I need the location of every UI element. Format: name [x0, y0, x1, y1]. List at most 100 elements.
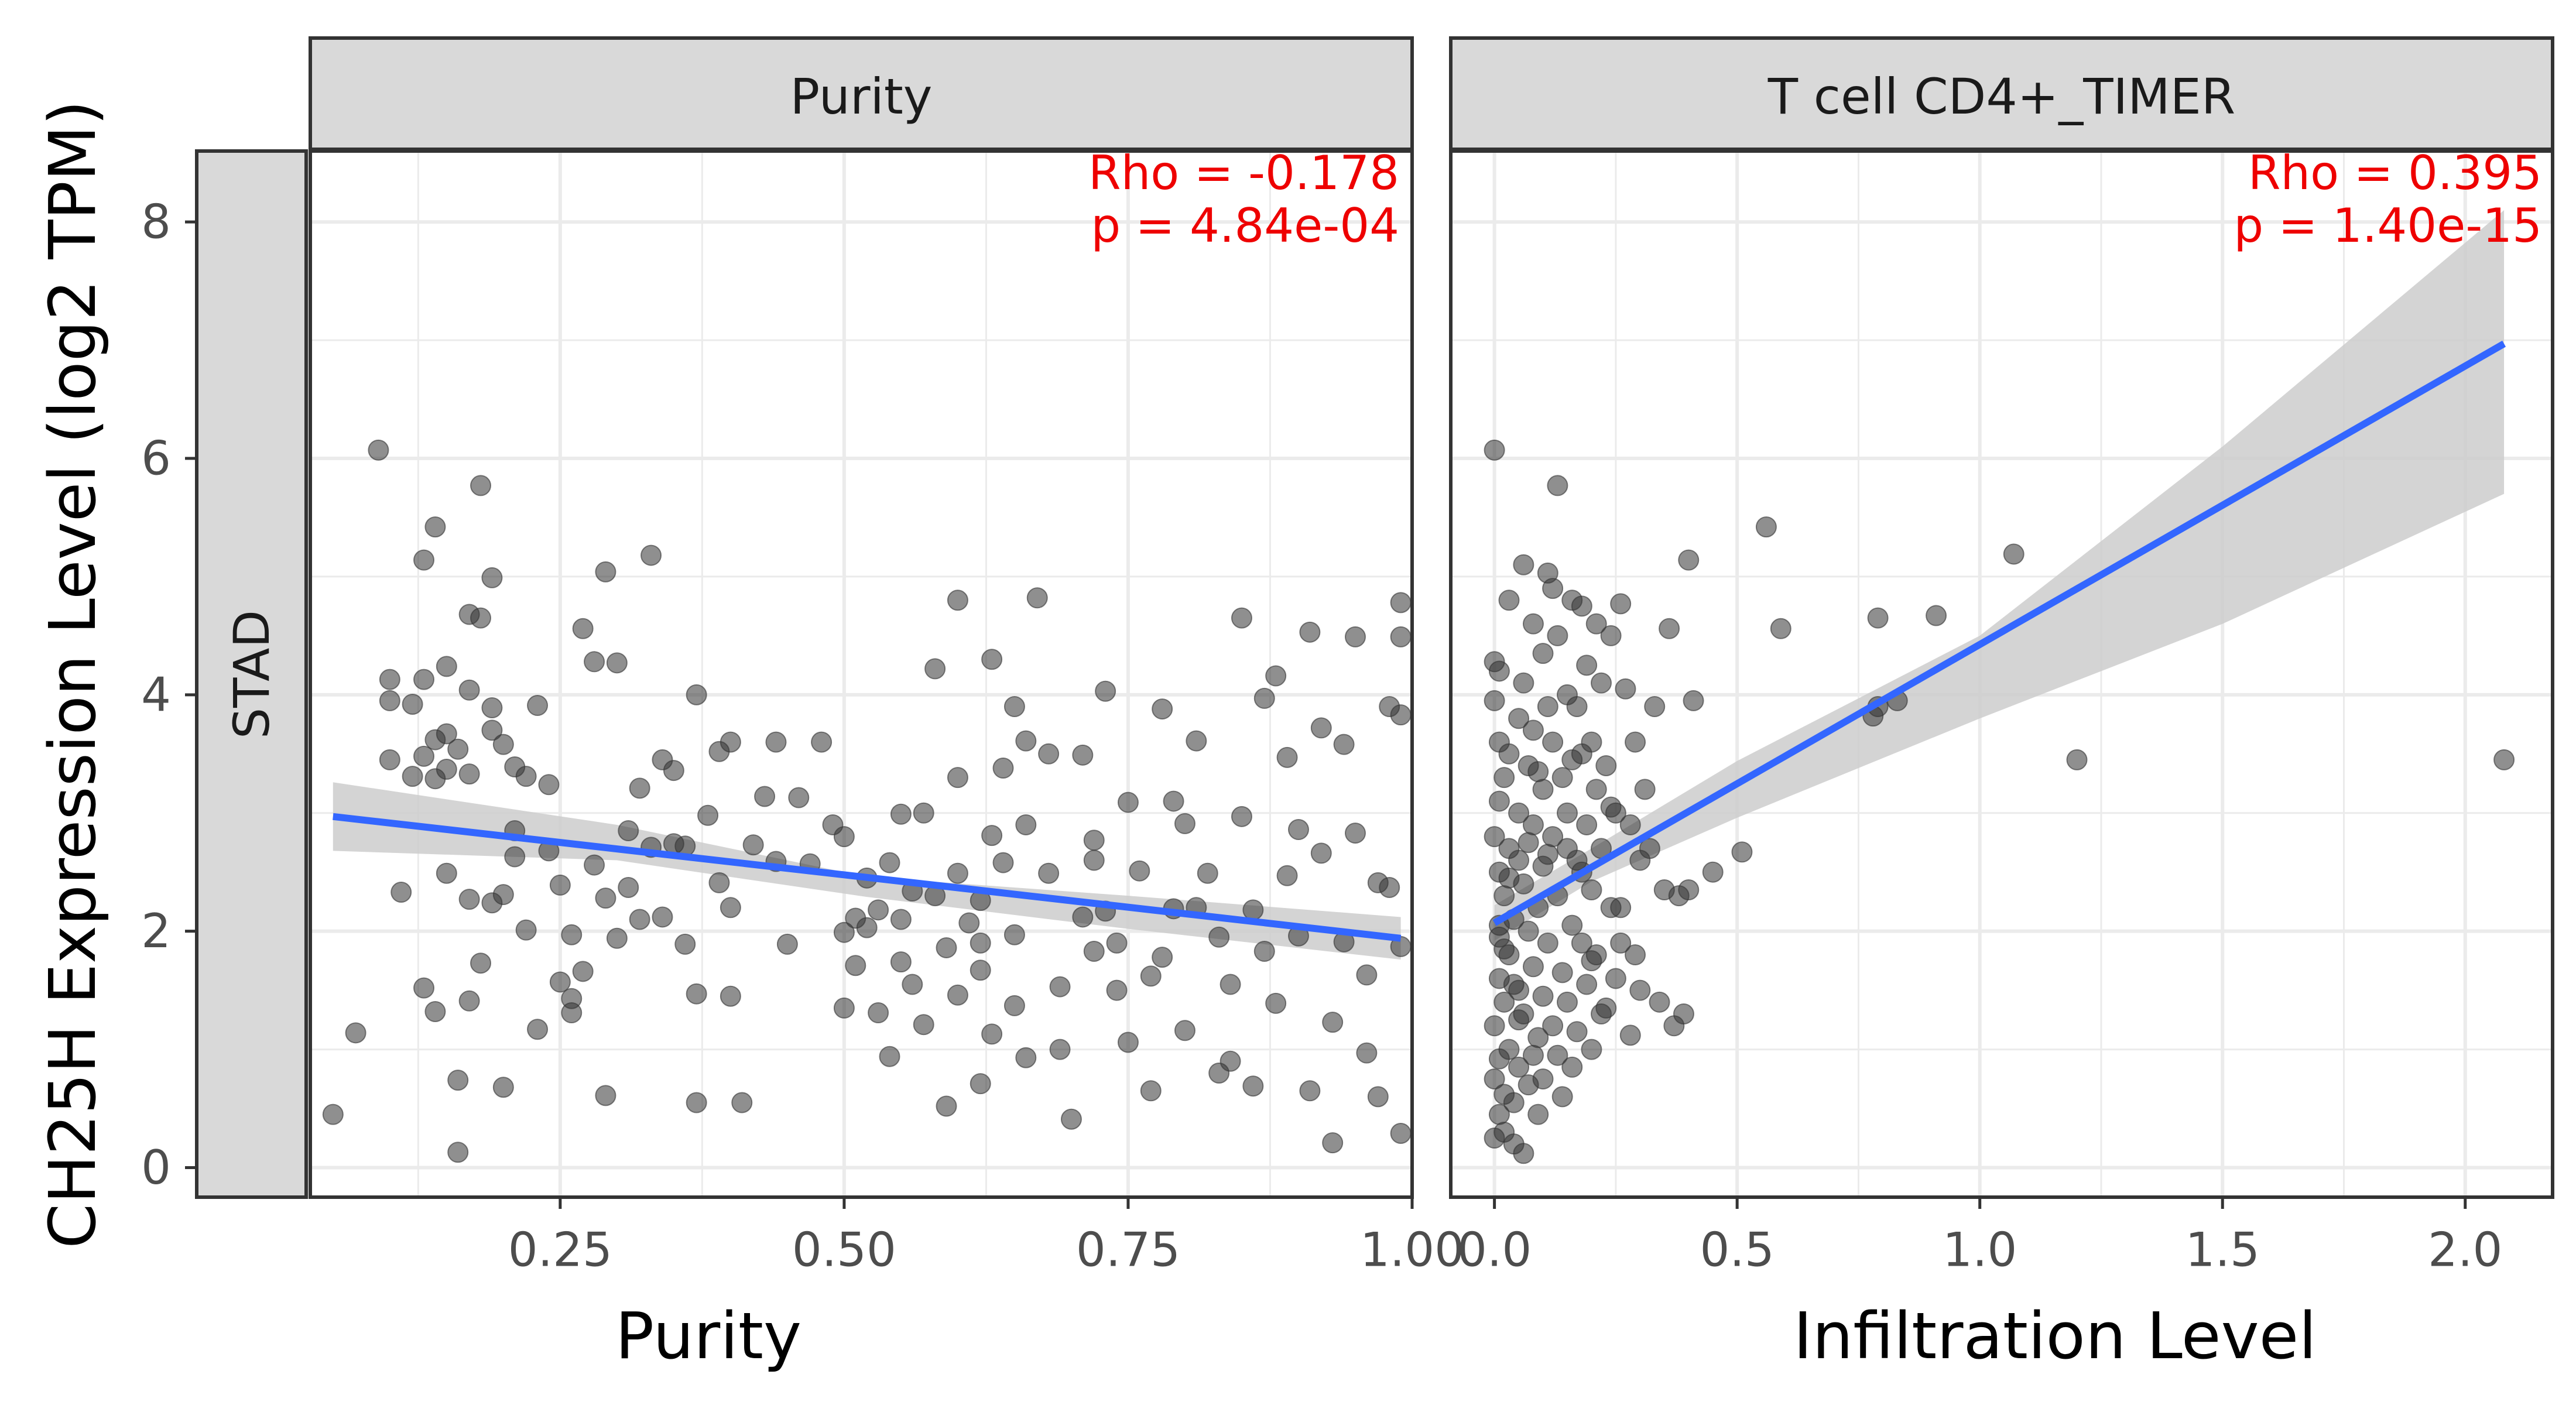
data-point: [413, 977, 435, 999]
data-point: [947, 767, 968, 789]
data-point: [1683, 690, 1704, 711]
data-point: [1576, 974, 1598, 995]
data-point: [868, 1002, 889, 1024]
data-point: [1527, 761, 1549, 783]
data-point: [1537, 844, 1558, 865]
data-point: [776, 933, 798, 955]
data-point: [1581, 950, 1602, 972]
data-point: [833, 997, 855, 1019]
y-tick-label: 8: [141, 195, 171, 249]
data-point: [1174, 813, 1195, 834]
data-point: [1542, 1015, 1564, 1037]
plot-area-cd4-timer: [1449, 149, 2554, 1199]
data-point: [1344, 626, 1366, 647]
panel-border: [1449, 149, 2554, 1199]
data-point: [2066, 749, 2088, 770]
rho-label-purity: Rho = -0.178: [1088, 146, 1399, 200]
data-point: [481, 697, 503, 719]
data-point: [458, 889, 480, 910]
data-point: [890, 803, 912, 825]
data-point: [1503, 974, 1525, 995]
data-point: [1576, 654, 1598, 676]
data-point: [1566, 696, 1588, 718]
data-point: [379, 749, 400, 770]
data-point: [845, 955, 866, 976]
data-point: [788, 787, 810, 808]
data-point: [1619, 814, 1641, 835]
data-point: [720, 985, 741, 1007]
data-point: [458, 679, 480, 701]
data-point: [1140, 1080, 1162, 1102]
data-point: [1488, 660, 1510, 682]
data-point: [447, 738, 469, 760]
x-tick-label: 0.5: [1700, 1223, 1775, 1277]
data-point: [1551, 962, 1573, 984]
p-value-label-cd4-timer: p = 1.40e-15: [2234, 198, 2542, 253]
data-point: [1508, 849, 1530, 871]
data-point: [674, 933, 696, 955]
data-point: [947, 984, 968, 1006]
data-point: [1561, 914, 1583, 936]
data-point: [936, 1095, 957, 1117]
data-point: [811, 731, 833, 753]
data-point: [981, 649, 1003, 670]
x-tick-label: 0.50: [792, 1223, 896, 1277]
data-point: [515, 919, 537, 941]
data-point: [1163, 790, 1184, 812]
data-point: [492, 1077, 514, 1098]
data-point: [754, 786, 776, 807]
data-point: [1220, 974, 1241, 995]
data-point: [1231, 806, 1252, 827]
row-strip-label: STAD: [223, 610, 280, 739]
data-point: [1493, 938, 1515, 959]
data-point: [470, 952, 492, 974]
data-point: [1117, 1032, 1139, 1053]
data-point: [1659, 618, 1680, 639]
data-point: [1585, 779, 1607, 800]
x-axis-title-cd4-timer: Infiltration Level: [1793, 1298, 2317, 1373]
data-point: [1625, 731, 1646, 753]
data-point: [1517, 920, 1539, 942]
data-point: [606, 927, 628, 949]
data-point: [1484, 1015, 1505, 1037]
data-point: [1003, 995, 1025, 1016]
data-point: [1140, 965, 1162, 987]
y-axis-title: CH25H Expression Level (log2 TPM): [35, 100, 110, 1248]
data-point: [833, 921, 855, 943]
data-point: [913, 802, 934, 824]
data-point: [708, 872, 730, 893]
data-point: [1265, 992, 1287, 1014]
y-axis-ticks: 0 2 4 6 8: [141, 195, 197, 1195]
data-point: [1547, 625, 1568, 646]
data-point: [1595, 755, 1617, 776]
data-point: [1522, 613, 1544, 635]
data-point: [618, 820, 639, 842]
data-point: [1242, 899, 1264, 921]
data-point: [1299, 621, 1321, 643]
data-point: [1556, 802, 1578, 824]
data-point: [1265, 665, 1287, 687]
data-point: [720, 897, 741, 919]
data-point: [1585, 613, 1607, 635]
data-point: [1532, 985, 1554, 1007]
panel-title-purity: Purity: [790, 68, 933, 125]
data-point: [1186, 730, 1207, 752]
data-point: [1561, 1056, 1583, 1078]
data-point: [424, 516, 446, 538]
data-point: [1106, 979, 1128, 1001]
data-point: [1867, 607, 1889, 629]
data-point: [504, 846, 526, 868]
x-axis-title-purity: Purity: [615, 1298, 801, 1373]
data-point: [1755, 516, 1777, 538]
x-axis-ticks-cd4-timer: 0.0 0.5 1.0 1.5 2.0: [1457, 1197, 2502, 1277]
data-point: [1634, 779, 1656, 800]
data-point: [1542, 731, 1564, 753]
data-point: [1390, 1122, 1412, 1144]
regression-line: [1492, 340, 2506, 926]
data-point: [1117, 791, 1139, 813]
data-point: [1532, 1068, 1554, 1090]
data-point: [1508, 1056, 1530, 1078]
data-point: [1095, 680, 1116, 702]
data-point: [1310, 842, 1332, 864]
data-point: [1493, 991, 1515, 1013]
